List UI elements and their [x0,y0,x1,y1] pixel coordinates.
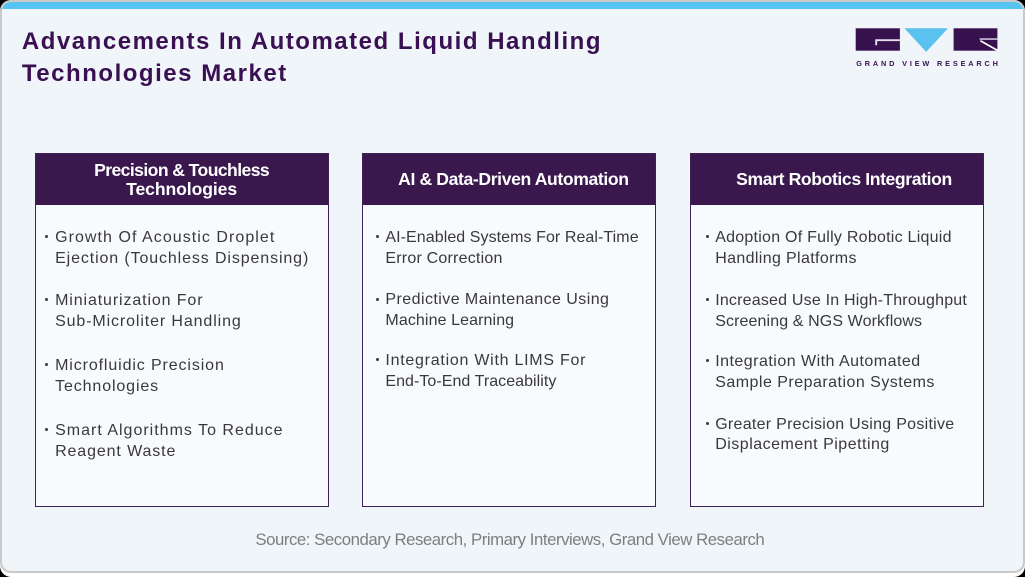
svg-text:GRAND VIEW RESEARCH: GRAND VIEW RESEARCH [856,59,1001,68]
